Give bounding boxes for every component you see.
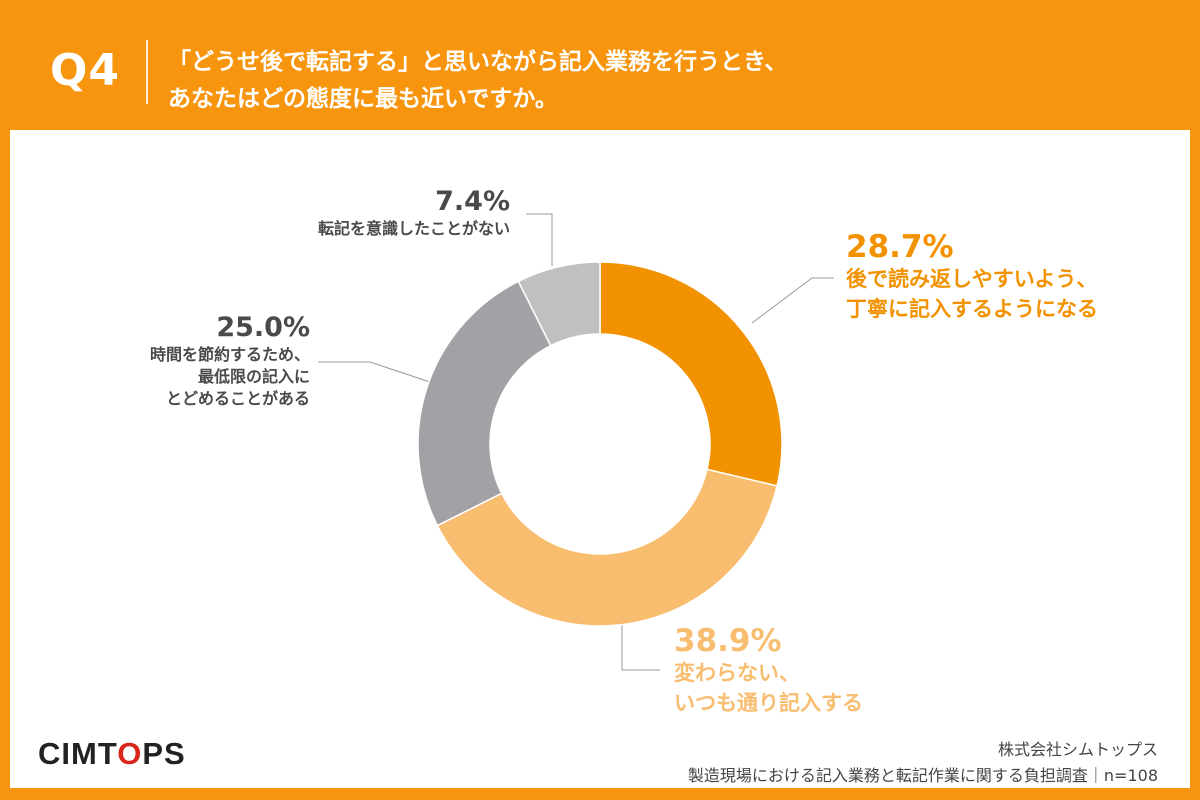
slice-text-line: 転記を意識したことがない — [317, 219, 510, 238]
slice-text-line: 丁寧に記入するようになる — [846, 297, 1098, 321]
slice-text-line: 時間を節約するため、 — [149, 345, 310, 364]
slice-percent: 25.0% — [216, 312, 310, 343]
slice-text-line: 変わらない、 — [674, 661, 800, 685]
question-text-line-2: あなたはどの態度に最も近いですか。 — [168, 86, 558, 112]
slice-text-line: 後で読み返しやすいよう、 — [846, 267, 1098, 291]
cimtops-logo: CIMTOPS — [38, 736, 186, 772]
leader-line-never — [526, 213, 553, 266]
slice-text-line: とどめることがある — [165, 389, 310, 408]
header-divider — [146, 40, 148, 104]
chart-panel: 28.7% 後で読み返しやすいよう、 丁寧に記入するようになる 38.9% 変わ… — [10, 130, 1190, 788]
slice-label-never: 7.4% 転記を意識したことがない — [318, 186, 510, 240]
question-header: Q4 「どうせ後で転記する」と思いながら記入業務を行うとき、 あなたはどの態度に… — [0, 0, 1200, 130]
slice-label-unchanged: 38.9% 変わらない、 いつも通り記入する — [674, 624, 863, 718]
slice-percent: 38.9% — [674, 623, 782, 659]
question-text-line-1: 「どうせ後で転記する」と思いながら記入業務を行うとき、 — [168, 49, 788, 75]
slice-minimal — [417, 280, 552, 527]
slice-unchanged — [436, 468, 779, 627]
logo-text: CIMT — [38, 736, 118, 771]
survey-source: 製造現場における記入業務と転記作業に関する負担調査｜n=108 — [687, 766, 1158, 785]
slice-label-careful: 28.7% 後で読み返しやすいよう、 丁寧に記入するようになる — [846, 230, 1098, 324]
slice-text-line: 最低限の記入に — [197, 367, 310, 386]
slice-never — [517, 261, 601, 347]
logo-o: O — [117, 736, 143, 771]
slice-label-minimal: 25.0% 時間を節約するため、 最低限の記入に とどめることがある — [150, 312, 310, 410]
donut-chart — [318, 213, 834, 671]
company-name: 株式会社シムトップス — [997, 740, 1158, 759]
slice-percent: 7.4% — [435, 186, 510, 217]
leader-line-unchanged — [621, 624, 660, 671]
slice-percent: 28.7% — [846, 229, 954, 265]
question-number: Q4 — [50, 45, 121, 96]
leader-line-careful — [751, 277, 834, 324]
leader-line-minimal — [318, 361, 431, 383]
logo-text: PS — [142, 736, 186, 771]
slice-careful — [599, 261, 783, 487]
slice-text-line: いつも通り記入する — [674, 691, 863, 715]
